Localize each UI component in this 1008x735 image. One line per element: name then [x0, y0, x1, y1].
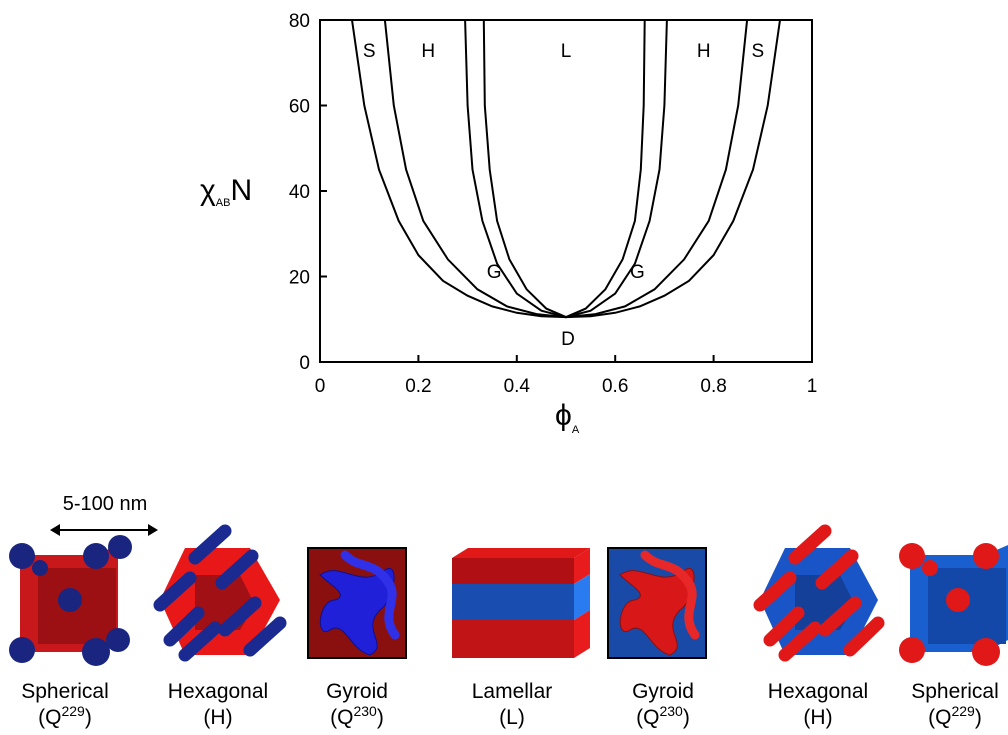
structure-name: Lamellar — [472, 680, 553, 703]
captions: Spherical(Q229)Hexagonal(H)Gyroid(Q230)L… — [21, 680, 999, 729]
hexagonal-illustration — [160, 531, 280, 655]
notation-text: (Q — [928, 706, 951, 729]
phase-label: L — [561, 41, 572, 62]
illustration-part — [108, 535, 132, 559]
figure: 02040608000.20.40.60.81χABNϕASHLHSGGD 5-… — [0, 0, 1008, 730]
illustration-part — [106, 628, 130, 652]
structure-notation: (H) — [803, 706, 832, 729]
illustration-part — [82, 638, 110, 666]
phase-boundary — [484, 20, 645, 317]
lamellar-illustration — [452, 548, 590, 658]
structure-notation: (Q229) — [38, 703, 92, 729]
notation-text: ) — [975, 706, 982, 729]
structure-name: Hexagonal — [168, 680, 268, 703]
notation-text: (H) — [803, 706, 832, 729]
y-tick-label: 60 — [289, 97, 310, 118]
phase-boundary — [385, 20, 747, 317]
notation-text: ) — [85, 706, 92, 729]
notation-text: (Q — [38, 706, 61, 729]
illustration-part — [946, 588, 970, 612]
x-label-main: ϕ — [555, 399, 572, 432]
hexagonal-illustration — [760, 531, 878, 655]
phase-label: H — [697, 41, 711, 62]
gyroid-illustration — [608, 548, 706, 658]
scale-label: 5-100 nm — [63, 493, 148, 515]
y-label-main: χ — [200, 174, 216, 207]
structure-notation: (Q230) — [330, 703, 384, 729]
structure-name: Gyroid — [326, 680, 388, 703]
x-tick-label: 1 — [807, 376, 818, 397]
phase-boundary — [352, 20, 780, 317]
scale-arrow — [50, 524, 158, 536]
phase-label: G — [630, 262, 645, 283]
phase-label: G — [487, 262, 502, 283]
y-label-sub: AB — [216, 197, 231, 209]
illustration-part — [83, 543, 109, 569]
phase-label: S — [363, 41, 376, 62]
page: 02040608000.20.40.60.81χABNϕASHLHSGGD 5-… — [0, 0, 1008, 730]
gyroid-illustration — [308, 548, 406, 658]
notation-superscript: 229 — [61, 703, 85, 719]
illustration-part — [922, 560, 938, 576]
y-tick-label: 80 — [289, 11, 310, 32]
illustration-part — [32, 560, 48, 576]
plot-frame — [320, 20, 812, 362]
phase-label: S — [752, 41, 765, 62]
notation-superscript: 230 — [659, 703, 683, 719]
structure-notation: (Q230) — [636, 703, 690, 729]
structure-name: Gyroid — [632, 680, 694, 703]
structure-name: Spherical — [21, 680, 109, 703]
notation-text: (L) — [499, 706, 525, 729]
illustration-part — [9, 637, 35, 663]
y-tick-label: 0 — [299, 353, 310, 374]
y-tick-label: 40 — [289, 182, 310, 203]
y-label-tail: N — [230, 174, 252, 207]
structure-name: Hexagonal — [768, 680, 868, 703]
y-tick-label: 20 — [289, 268, 310, 289]
x-tick-label: 0.8 — [700, 376, 726, 397]
phase-label: H — [421, 41, 435, 62]
illustration-part — [899, 637, 925, 663]
illustration-part — [972, 638, 1000, 666]
illustration-part — [899, 543, 925, 569]
notation-superscript: 229 — [951, 703, 975, 719]
phase-label: D — [561, 329, 575, 350]
illustration-part — [452, 548, 590, 558]
illustration-part — [58, 588, 82, 612]
notation-text: (Q — [636, 706, 659, 729]
x-tick-label: 0.6 — [602, 376, 628, 397]
structure-notation: (Q229) — [928, 703, 982, 729]
illustration-part — [9, 543, 35, 569]
structure-notation: (H) — [203, 706, 232, 729]
illustration-part — [452, 620, 574, 658]
spherical-illustration — [9, 535, 132, 666]
x-label-sub: A — [572, 424, 580, 436]
illustration-part — [452, 584, 574, 620]
illustration-part — [452, 558, 574, 584]
structure-notation: (L) — [499, 706, 525, 729]
notation-text: ) — [377, 706, 384, 729]
spherical-illustration — [899, 543, 1008, 666]
notation-text: ) — [683, 706, 690, 729]
illustration-part — [973, 543, 999, 569]
x-tick-label: 0 — [315, 376, 326, 397]
notation-text: (H) — [203, 706, 232, 729]
notation-superscript: 230 — [353, 703, 377, 719]
x-tick-label: 0.2 — [405, 376, 431, 397]
notation-text: (Q — [330, 706, 353, 729]
x-axis-label: ϕA — [555, 399, 580, 436]
x-tick-label: 0.4 — [504, 376, 531, 397]
structure-name: Spherical — [911, 680, 999, 703]
y-axis-label: χABN — [200, 174, 252, 209]
